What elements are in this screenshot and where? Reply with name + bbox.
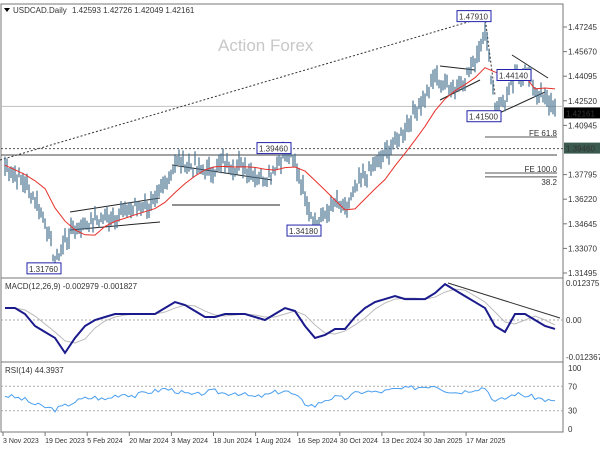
- y-tick-label: 1.31495: [568, 269, 597, 278]
- rsi-tick-label: 70: [568, 382, 577, 391]
- price-annotation-box: [466, 110, 502, 123]
- x-tick-label: 16 Sep 2024: [298, 438, 338, 445]
- y-tick-label: 1.44095: [568, 72, 597, 81]
- current-price-label: 1.42161: [566, 109, 595, 118]
- x-tick-label: 3 Nov 2023: [3, 438, 39, 445]
- y-tick-label: 1.34645: [568, 220, 597, 229]
- rsi-tick-label: 30: [568, 407, 577, 416]
- y-tick-label: 1.42520: [568, 97, 597, 106]
- moving-average-line: [4, 67, 556, 236]
- x-tick-label: 19 Dec 2023: [45, 438, 85, 445]
- rsi-tick-label: 0: [568, 425, 573, 434]
- y-tick-label: 1.33070: [568, 244, 597, 253]
- macd-line: [5, 282, 556, 355]
- price-annotation: 1.34180: [289, 227, 318, 236]
- x-tick-label: 30 Oct 2024: [340, 438, 378, 445]
- y-tick-label: 1.40945: [568, 121, 597, 130]
- price-annotation-box: [456, 10, 492, 23]
- ohlc-values: 1.42593 1.42726 1.42049 1.42161: [72, 6, 195, 15]
- level-label: 1.39460: [566, 145, 595, 154]
- y-tick-label: 1.47245: [568, 23, 597, 32]
- x-tick-label: 5 Feb 2024: [87, 438, 123, 445]
- x-tick-label: 17 Mar 2025: [466, 438, 505, 445]
- price-annotation-box: [286, 224, 322, 237]
- price-annotation: 1.39460: [259, 145, 288, 154]
- price-plot: FE 61.8 FE 100.0 38.2 1.31760 1.34180 1.39460…: [0, 10, 563, 275]
- x-tick-label: 1 Aug 2024: [256, 438, 292, 445]
- y-tick-label: 1.36220: [568, 195, 597, 204]
- y-tick-label: 1.37795: [568, 171, 597, 180]
- price-annotation: 1.41500: [469, 113, 498, 122]
- macd-trend-line: [447, 282, 561, 319]
- macd-tick-label: -0.012367: [566, 353, 600, 362]
- macd-signal-line: [5, 288, 556, 344]
- rsi-line: [4, 385, 556, 413]
- axes: 1.47245 1.45670 1.44095 1.42520 1.40945 1.377…: [2, 23, 600, 445]
- pattern-line: [511, 54, 549, 79]
- collapse-triangle-icon[interactable]: [4, 8, 10, 12]
- watermark: Action Forex: [218, 36, 314, 55]
- x-tick-label: 3 May 2024: [171, 438, 208, 445]
- macd-tick-label: 0.00: [566, 316, 582, 325]
- rsi-tick-label: 100: [568, 364, 582, 373]
- fib-label: FE 100.0: [525, 165, 558, 174]
- x-tick-label: 18 Jun 2024: [214, 438, 253, 445]
- trend-line-dashed: [0, 16, 486, 161]
- y-tick-label: 1.45670: [568, 48, 597, 57]
- symbol-title: USDCAD.Daily: [13, 6, 67, 15]
- macd-plot: [1, 282, 563, 355]
- rsi-title: RSI(14) 44.3937: [5, 366, 64, 375]
- macd-tick-label: 0.012375: [566, 279, 600, 288]
- x-tick-label: 20 Mar 2024: [129, 438, 168, 445]
- pattern-line: [439, 79, 481, 101]
- current-price-box: [564, 107, 600, 119]
- price-annotation: 1.47910: [459, 13, 488, 22]
- price-annotation-box: [496, 68, 532, 81]
- price-annotation: 1.31760: [29, 265, 58, 274]
- x-tick-label: 30 Jan 2025: [424, 438, 463, 445]
- rsi-panel-frame: [0, 361, 564, 433]
- price-annotation: 1.44140: [499, 71, 528, 80]
- fib-label: FE 61.8: [529, 129, 558, 138]
- price-annotation-box: [256, 142, 292, 155]
- level-box: [564, 142, 600, 154]
- header: USDCAD.Daily 1.42593 1.42726 1.42049 1.4…: [4, 6, 195, 15]
- price-annotation-box: [26, 262, 62, 275]
- rsi-plot: [1, 385, 563, 413]
- x-tick-label: 13 Dec 2024: [382, 438, 422, 445]
- fib-label: 38.2: [541, 178, 557, 187]
- macd-title: MACD(12,26,9) -0.002979 -0.001827: [5, 282, 138, 291]
